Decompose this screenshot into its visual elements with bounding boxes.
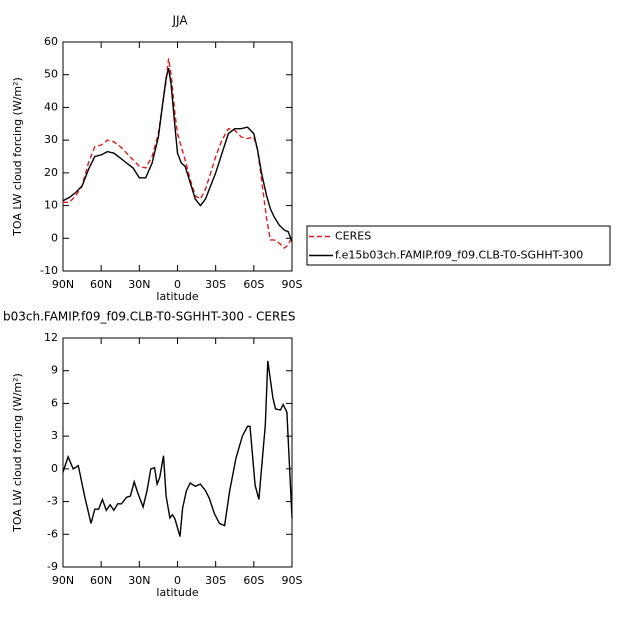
legend-box <box>306 225 611 266</box>
y-tick-label: 30 <box>44 133 58 146</box>
x-tick-label: 30N <box>128 278 150 291</box>
x-tick-label: 90N <box>52 574 74 587</box>
x-tick-label: 30S <box>205 574 226 587</box>
y-tick-label: -6 <box>47 527 58 540</box>
y-tick-label: 3 <box>51 429 58 442</box>
y-tick-label: 0 <box>51 462 58 475</box>
x-tick-label: 30S <box>205 278 226 291</box>
y-tick-label: 12 <box>44 331 58 344</box>
y-tick-label: 20 <box>44 166 58 179</box>
y-tick-label: 9 <box>51 364 58 377</box>
chart-title: b03ch.FAMIP.f09_f09.CLB-T0-SGHHT-300 - C… <box>3 310 296 324</box>
x-tick-label: 0 <box>174 574 181 587</box>
y-tick-label: 60 <box>44 35 58 48</box>
y-tick-label: 6 <box>51 396 58 409</box>
y-tick-label: 40 <box>44 100 58 113</box>
x-tick-label: 0 <box>174 278 181 291</box>
y-tick-label: -9 <box>47 560 58 573</box>
y-axis-label: TOA LW cloud forcing (W/m²) <box>11 373 24 533</box>
x-tick-label: 60S <box>243 574 264 587</box>
x-tick-label: 60S <box>243 278 264 291</box>
y-tick-label: -3 <box>47 495 58 508</box>
x-tick-label: 30N <box>128 574 150 587</box>
x-axis-label: latitude <box>156 586 198 599</box>
x-tick-label: 90N <box>52 278 74 291</box>
y-axis-label: TOA LW cloud forcing (W/m²) <box>11 77 24 237</box>
x-tick-label: 90S <box>282 278 303 291</box>
legend-label: f.e15b03ch.FAMIP.f09_f09.CLB-T0-SGHHT-30… <box>335 249 583 262</box>
y-tick-label: 50 <box>44 68 58 81</box>
x-tick-label: 60N <box>90 278 112 291</box>
series-line <box>62 68 293 242</box>
y-tick-label: -10 <box>40 264 58 277</box>
chart-title: JJA <box>171 14 188 28</box>
series-line <box>63 58 293 250</box>
legend-label: CERES <box>335 230 371 243</box>
series-line <box>62 360 293 537</box>
x-tick-label: 60N <box>90 574 112 587</box>
x-axis-label: latitude <box>156 290 198 303</box>
y-tick-label: 0 <box>51 231 58 244</box>
y-tick-label: 10 <box>44 199 58 212</box>
plot-frame <box>62 337 293 568</box>
x-tick-label: 90S <box>282 574 303 587</box>
